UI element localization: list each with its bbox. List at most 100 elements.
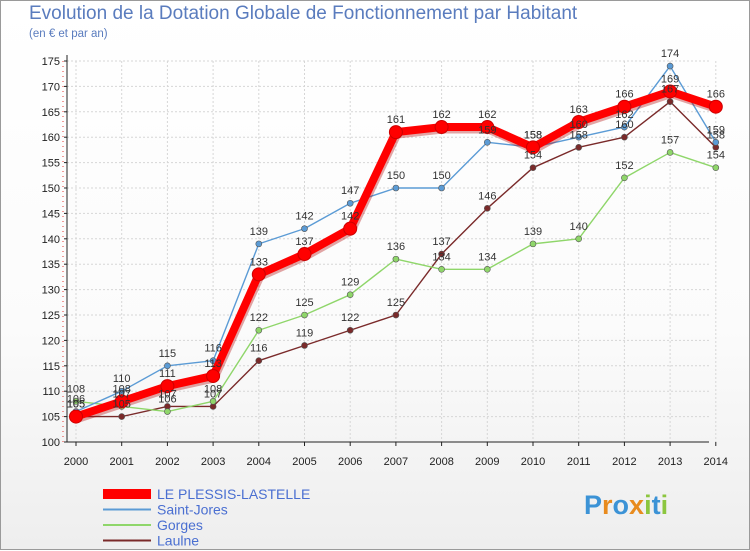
data-label: 106	[67, 394, 85, 406]
y-tick-label: 170	[42, 81, 60, 93]
data-label: 158	[524, 129, 542, 141]
data-point	[301, 311, 308, 319]
data-label: 142	[341, 211, 359, 223]
y-tick-label: 125	[42, 310, 60, 322]
data-point	[209, 398, 217, 405]
y-tick-label: 150	[42, 183, 60, 195]
data-label: 142	[295, 211, 313, 223]
data-label: 108	[113, 383, 131, 395]
data-point	[255, 326, 263, 334]
data-label: 150	[387, 170, 405, 182]
data-point	[571, 114, 586, 129]
y-tick-label: 115	[42, 361, 60, 373]
y-tick-label: 135	[42, 259, 60, 271]
data-point	[255, 240, 263, 248]
data-point	[666, 149, 674, 156]
y-tick-label: 110	[42, 386, 60, 398]
data-label: 107	[113, 388, 131, 400]
logo-letter: x	[629, 490, 645, 520]
data-label: 137	[432, 236, 450, 248]
data-point	[712, 138, 720, 146]
data-label: 111	[159, 368, 176, 380]
logo-letter: P	[584, 490, 603, 520]
data-point	[255, 357, 263, 365]
y-tick-label: 140	[42, 234, 60, 246]
data-point	[206, 368, 221, 383]
data-point	[712, 164, 720, 171]
x-tick-label: 2001	[109, 456, 133, 468]
data-label: 162	[478, 109, 496, 121]
data-label: 105	[67, 399, 85, 411]
data-label: 159	[707, 124, 725, 136]
data-point	[297, 247, 312, 262]
data-label: 174	[661, 48, 679, 60]
data-label: 113	[204, 358, 222, 370]
data-label: 159	[478, 124, 496, 136]
x-tick-label: 2005	[292, 456, 316, 468]
data-label: 108	[204, 383, 222, 395]
data-point	[301, 342, 308, 349]
data-label: 169	[661, 73, 679, 85]
data-label: 147	[341, 185, 359, 197]
data-point	[617, 99, 632, 114]
data-point	[164, 362, 171, 370]
data-point	[388, 125, 403, 140]
y-tick-label: 175	[42, 56, 60, 68]
data-label: 152	[615, 160, 633, 172]
data-point	[392, 255, 400, 263]
data-point	[346, 291, 354, 298]
data-point	[114, 394, 129, 409]
x-tick-label: 2000	[64, 456, 88, 468]
x-tick-label: 2004	[247, 456, 271, 468]
logo-letter: i	[660, 490, 669, 520]
data-label: 110	[113, 373, 131, 385]
data-point	[483, 205, 491, 212]
x-tick-label: 2011	[567, 456, 591, 468]
data-label: 107	[204, 388, 222, 400]
x-tick-label: 2009	[475, 456, 499, 468]
data-label: 106	[158, 394, 176, 406]
legend-label: Saint-Jores	[157, 502, 228, 518]
x-tick-label: 2013	[658, 456, 682, 468]
data-point	[663, 84, 678, 99]
x-tick-label: 2014	[704, 456, 728, 468]
data-point	[69, 409, 83, 424]
data-label: 125	[295, 297, 313, 309]
data-label: 160	[570, 119, 588, 131]
data-label: 107	[158, 388, 176, 400]
chart-title: Evolution de la Dotation Globale de Fonc…	[29, 3, 578, 24]
y-tick-label: 120	[42, 335, 60, 347]
x-tick-label: 2010	[521, 456, 545, 468]
data-point	[621, 123, 628, 131]
data-point	[346, 199, 354, 207]
data-point	[666, 98, 674, 105]
data-label: 136	[387, 241, 405, 253]
legend-label: Gorges	[157, 517, 203, 533]
y-tick-label: 105	[42, 412, 60, 424]
data-point	[72, 398, 80, 405]
x-tick-label: 2007	[384, 456, 408, 468]
data-label: 154	[524, 150, 542, 162]
data-point	[575, 133, 583, 141]
data-point	[666, 62, 674, 70]
y-tick-label: 165	[42, 107, 60, 119]
legend-label: Laulne	[157, 533, 199, 549]
data-point	[529, 164, 537, 171]
logo-letter: o	[612, 490, 630, 520]
legend-label: LE PLESSIS-LASTELLE	[157, 486, 310, 502]
data-point	[621, 174, 628, 182]
data-point	[621, 133, 628, 141]
data-point	[164, 408, 171, 415]
data-label: 150	[432, 170, 450, 182]
data-label: 167	[661, 84, 679, 96]
logo-letter: i	[644, 490, 652, 520]
x-tick-label: 2008	[429, 456, 453, 468]
data-point	[118, 413, 125, 420]
data-label: 137	[295, 236, 313, 248]
data-label: 122	[250, 312, 268, 324]
data-point	[251, 267, 266, 282]
data-point	[301, 225, 308, 232]
y-tick-label: 160	[42, 132, 60, 144]
